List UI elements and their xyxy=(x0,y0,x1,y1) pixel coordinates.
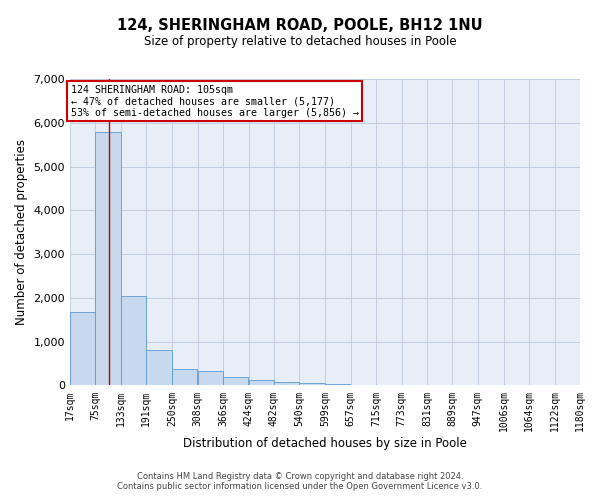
Bar xyxy=(197,370,223,386)
Bar xyxy=(95,132,121,386)
Bar xyxy=(274,382,299,386)
Bar xyxy=(223,377,248,386)
Bar xyxy=(172,369,197,386)
Bar xyxy=(350,385,376,386)
Bar xyxy=(299,383,325,386)
Bar xyxy=(121,296,146,386)
Bar xyxy=(325,384,350,386)
Text: Contains HM Land Registry data © Crown copyright and database right 2024.
Contai: Contains HM Land Registry data © Crown c… xyxy=(118,472,482,491)
Bar xyxy=(146,350,172,386)
X-axis label: Distribution of detached houses by size in Poole: Distribution of detached houses by size … xyxy=(183,437,467,450)
Bar xyxy=(248,380,274,386)
Y-axis label: Number of detached properties: Number of detached properties xyxy=(15,139,28,325)
Text: 124 SHERINGHAM ROAD: 105sqm
← 47% of detached houses are smaller (5,177)
53% of : 124 SHERINGHAM ROAD: 105sqm ← 47% of det… xyxy=(71,84,359,118)
Text: Size of property relative to detached houses in Poole: Size of property relative to detached ho… xyxy=(143,35,457,48)
Text: 124, SHERINGHAM ROAD, POOLE, BH12 1NU: 124, SHERINGHAM ROAD, POOLE, BH12 1NU xyxy=(117,18,483,32)
Bar xyxy=(70,312,95,386)
